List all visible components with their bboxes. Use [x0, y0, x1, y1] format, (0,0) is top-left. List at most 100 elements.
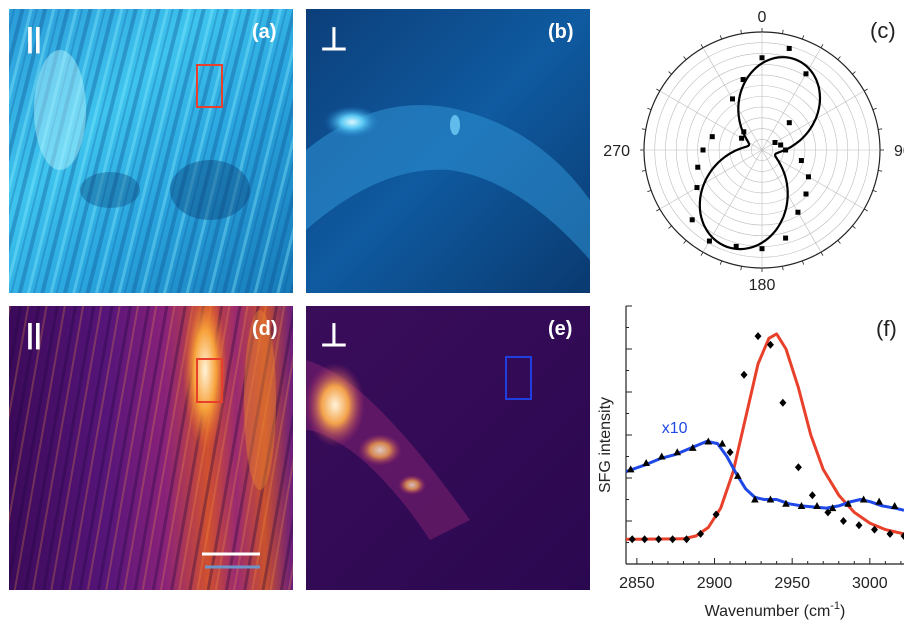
polar-tick	[863, 88, 868, 92]
polar-data-point	[706, 238, 712, 244]
red-fit-curve	[626, 332, 904, 541]
panel-e-polarization: ⊥	[320, 317, 348, 353]
panel-b	[306, 9, 590, 293]
polar-chart: 0 90 180 270	[603, 9, 904, 294]
polar-data-point	[730, 96, 735, 102]
panel-d-label: (d)	[252, 318, 278, 340]
polar-tick	[878, 128, 883, 130]
polar-tick	[872, 107, 877, 111]
polar-tick	[656, 88, 661, 92]
polar-fit-curve	[698, 56, 822, 251]
blue-data-point	[688, 443, 697, 451]
polar-tick	[801, 35, 805, 40]
blue-data-point	[704, 437, 713, 445]
polar-angle-label: 0	[758, 9, 767, 26]
polar-tick	[700, 251, 704, 256]
polar-tick	[683, 56, 687, 60]
red-data-point	[808, 491, 816, 500]
blue-data-point	[718, 439, 727, 447]
polar-data-point	[694, 185, 700, 191]
y-axis-title: SFG intensity	[597, 397, 614, 493]
polar-grid-spoke	[761, 149, 865, 210]
polar-data-point	[783, 147, 789, 153]
scale-annotation: x10	[662, 420, 688, 437]
red-data-point	[754, 332, 762, 341]
blue-data-point	[844, 499, 852, 507]
polar-tick	[820, 44, 824, 49]
polar-data-point	[689, 217, 695, 223]
blue-data-point	[673, 448, 682, 456]
panel-a-polarization: ||	[26, 22, 42, 53]
red-data-point	[669, 535, 677, 544]
blue-data-point	[828, 504, 837, 512]
polar-tick	[852, 71, 856, 75]
polar-tick	[641, 128, 646, 130]
polar-data-point	[733, 243, 739, 249]
polar-grid-spoke	[659, 90, 763, 151]
blue-data-point	[859, 495, 868, 503]
polar-data-point	[803, 191, 809, 197]
polar-tick	[719, 35, 723, 40]
panel-f-label: (f)	[876, 316, 897, 341]
polar-tick	[668, 225, 672, 229]
panel-e-label: (e)	[548, 318, 572, 340]
polar-tick	[878, 170, 883, 172]
polar-tick	[837, 240, 841, 244]
roi-box-e	[505, 356, 532, 400]
polar-data-point	[739, 135, 745, 141]
blue-data-point	[766, 495, 775, 503]
red-data-point	[794, 463, 802, 472]
polar-data-point	[786, 120, 792, 126]
polar-data-point	[700, 147, 706, 153]
blue-data-point	[890, 501, 899, 509]
red-data-point	[839, 517, 847, 525]
x-tick-label: 3000	[852, 575, 888, 592]
polar-tick	[683, 240, 687, 244]
polar-tick	[740, 266, 742, 271]
polar-grid-spoke	[761, 90, 865, 151]
blue-data-point	[751, 495, 759, 503]
polar-grid-spoke	[702, 149, 763, 253]
polar-data-point	[798, 158, 804, 164]
red-data-point	[726, 448, 734, 457]
polar-tick	[837, 56, 841, 60]
x-axis-title: Wavenumber (cm-1)	[705, 600, 846, 620]
polar-tick	[863, 208, 868, 212]
blue-data-point	[797, 501, 806, 509]
polar-grid-spoke	[659, 149, 763, 210]
polar-tick	[668, 71, 672, 75]
panel-d-polarization: ||	[26, 318, 42, 349]
polar-tick	[719, 260, 723, 265]
polar-data-point	[786, 45, 792, 51]
blue-data-point	[626, 465, 635, 473]
blue-data-point	[875, 497, 883, 505]
polar-data-point	[803, 71, 809, 77]
blue-data-point	[734, 471, 742, 479]
blue-data-point	[782, 499, 790, 507]
polar-grid-spoke	[761, 47, 822, 151]
blue-data-point	[642, 458, 650, 466]
panel-a	[9, 9, 293, 293]
polar-tick	[647, 107, 652, 111]
red-data-point	[697, 529, 705, 538]
polar-data-point	[772, 139, 778, 145]
red-data-point	[641, 535, 649, 544]
red-data-point	[740, 370, 748, 379]
red-data-point	[712, 510, 720, 519]
polar-tick	[801, 260, 805, 265]
red-data-point	[900, 532, 904, 541]
red-data-point	[779, 398, 787, 407]
polar-tick	[700, 44, 704, 49]
polar-data-point	[709, 134, 715, 140]
polar-tick	[647, 189, 652, 193]
polar-grid-spoke	[761, 149, 822, 253]
polar-data-point	[741, 129, 747, 135]
blue-data-point	[813, 501, 821, 509]
red-data-point	[628, 535, 636, 544]
x-tick-label: 2950	[774, 575, 810, 592]
spectrum-chart: 2850 2900 2950 3000 Wavenumber (cm-1) SFG int…	[597, 305, 904, 620]
polar-data-point	[740, 77, 746, 83]
polar-data-point	[805, 174, 811, 180]
red-data-point	[655, 535, 663, 544]
